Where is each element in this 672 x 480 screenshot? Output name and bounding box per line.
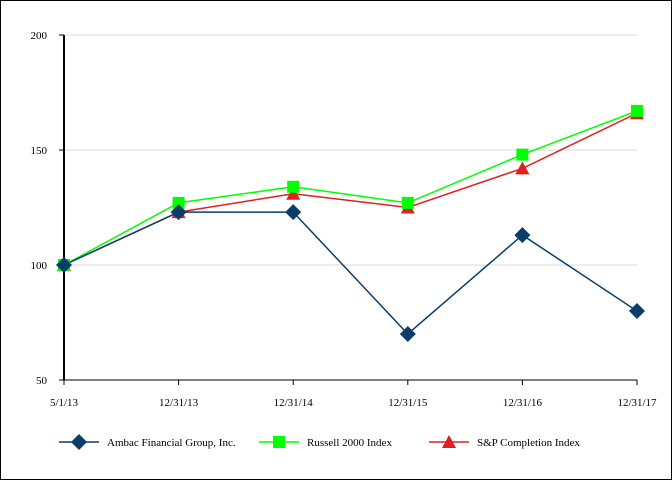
data-point-square bbox=[516, 148, 529, 161]
y-tick-label: 50 bbox=[36, 375, 48, 387]
axes bbox=[59, 34, 638, 385]
legend-label: Ambac Financial Group, Inc. bbox=[107, 437, 236, 449]
legend-label: Russell 2000 Index bbox=[307, 437, 392, 449]
series-group bbox=[56, 104, 645, 342]
data-point-diamond bbox=[285, 204, 302, 221]
series-line-triangle bbox=[63, 112, 638, 266]
series-line-square bbox=[63, 110, 638, 266]
x-tick-label: 12/31/15 bbox=[388, 397, 428, 409]
legend: Ambac Financial Group, Inc. Russell 2000 … bbox=[59, 434, 580, 450]
series-line-diamond bbox=[63, 211, 638, 336]
y-tick-label: 100 bbox=[31, 260, 48, 272]
x-tick-label: 12/31/14 bbox=[274, 397, 314, 409]
legend-marker-diamond bbox=[71, 434, 87, 450]
data-point-square bbox=[172, 196, 185, 209]
x-tick-label: 12/31/16 bbox=[503, 397, 543, 409]
data-point-square bbox=[287, 180, 300, 193]
data-point-square bbox=[631, 104, 643, 117]
x-tick-label: 12/31/17 bbox=[617, 397, 657, 409]
data-point-diamond bbox=[629, 303, 645, 319]
y-tick-label: 200 bbox=[31, 30, 48, 42]
data-point-diamond bbox=[514, 227, 531, 244]
data-point-diamond bbox=[399, 326, 416, 342]
data-point-diamond bbox=[56, 257, 72, 273]
data-point-diamond bbox=[170, 204, 187, 221]
y-tick-labels: 50 100 150 200 bbox=[31, 30, 48, 387]
legend-marker-triangle bbox=[442, 435, 456, 448]
data-point-triangle bbox=[515, 161, 530, 175]
legend-label: S&P Completion Index bbox=[477, 437, 580, 449]
legend-marker-square bbox=[273, 436, 285, 448]
y-tick-label: 150 bbox=[31, 145, 48, 157]
data-point-triangle bbox=[286, 186, 301, 200]
x-tick-label: 12/31/13 bbox=[159, 397, 199, 409]
gridlines bbox=[64, 34, 637, 266]
data-point-square bbox=[401, 196, 414, 209]
x-tick-labels: 5/1/13 12/31/13 12/31/14 12/31/15 12/31/16 12… bbox=[50, 397, 657, 409]
x-tick-label: 5/1/13 bbox=[50, 397, 79, 409]
